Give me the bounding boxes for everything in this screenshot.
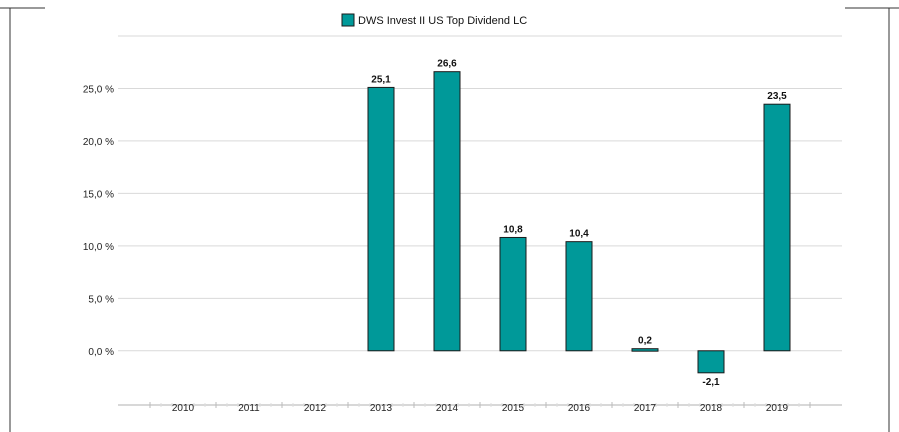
x-tick-label: 2016 [568,403,591,414]
x-tick-label: 2012 [304,403,327,414]
y-tick-label: 20,0 % [83,137,114,148]
bar-2013 [367,86,395,352]
legend-label: DWS Invest II US Top Dividend LC [358,15,527,27]
grid-lines [118,35,842,352]
data-label-2014: 26,6 [437,59,457,70]
x-tick-label: 2017 [634,403,657,414]
x-tick-label: 2010 [172,403,195,414]
y-tick-label: 15,0 % [83,189,114,200]
data-label-2017: 0,2 [638,336,652,347]
bar-2018 [697,350,725,374]
data-labels: 25,1 26,6 10,8 10,4 0,2 -2,1 23,5 [371,59,787,388]
data-label-2019: 23,5 [767,91,787,102]
data-label-2013: 25,1 [371,74,391,85]
x-tick-label: 2011 [238,403,260,414]
legend-swatch [341,13,355,27]
x-tick-label: 2013 [370,403,393,414]
x-tick-label: 2014 [436,403,459,414]
y-tick-label: 0,0 % [88,347,114,358]
data-label-2018: -2,1 [702,377,720,388]
data-label-2015: 10,8 [503,224,523,235]
bars [367,71,791,374]
bar-2016 [565,241,593,352]
x-tick-label: 2015 [502,403,525,414]
x-tick-label: 2019 [766,403,789,414]
x-tick-label: 2018 [700,403,723,414]
y-tick-label: 5,0 % [88,294,114,305]
bar-2014 [433,71,461,352]
bar-2017 [631,348,659,352]
x-axis: 2010 2011 2012 2013 2014 2015 2016 2017 2018 2019 [118,402,842,414]
data-label-2016: 10,4 [569,229,589,240]
y-tick-label: 25,0 % [83,84,114,95]
y-tick-label: 10,0 % [83,242,114,253]
bar-2019 [763,103,791,352]
y-axis-ticks: 0,0 % 5,0 % 10,0 % 15,0 % 20,0 % 25,0 % [83,84,114,357]
legend: DWS Invest II US Top Dividend LC [341,13,527,27]
bar-2015 [499,236,527,352]
